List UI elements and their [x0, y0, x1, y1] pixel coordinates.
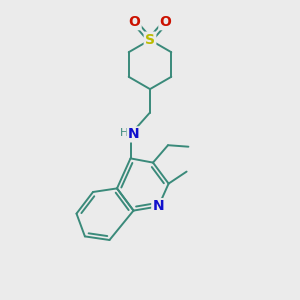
Text: O: O: [128, 15, 140, 29]
Text: H: H: [120, 128, 128, 138]
Text: O: O: [160, 15, 172, 29]
Text: S: S: [145, 33, 155, 47]
Text: N: N: [128, 128, 139, 141]
Text: N: N: [153, 200, 164, 213]
